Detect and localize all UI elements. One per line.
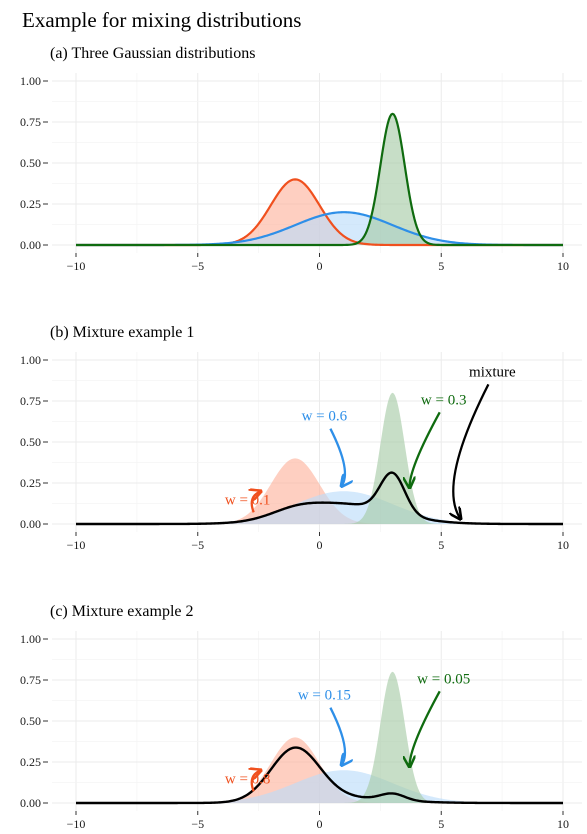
mixture-line (76, 471, 563, 526)
y-tick-label: 0.00 (20, 517, 41, 531)
annotation-arrow (410, 411, 441, 488)
panel-subtitle: (b) Mixture example 1 (50, 324, 194, 341)
y-tick-label: 0.00 (20, 796, 41, 810)
annotation-arrow (252, 770, 261, 792)
panel-2: (b) Mixture example 1 0.00 0.25 0.50 0.75 1.0… (20, 324, 582, 552)
annotation-label: w = 0.1 (225, 492, 271, 508)
y-tick-label: 0.50 (20, 156, 41, 170)
y-tick-label: 0.00 (20, 238, 41, 252)
figure-title: Example for mixing distributions (22, 8, 301, 32)
annotation-arrow (410, 690, 441, 767)
x-tick-label: 5 (438, 259, 444, 273)
annotation-label: mixture (469, 364, 516, 380)
grid (52, 73, 582, 253)
panel-1: (a) Three Gaussian distributions 0.00 0.25… (20, 45, 582, 273)
annotation-arrow (329, 428, 345, 487)
annotation-label: w = 0.15 (298, 688, 351, 704)
density-area-1 (76, 737, 563, 803)
panel-subtitle: (a) Three Gaussian distributions (50, 45, 255, 62)
x-tick-label: −10 (67, 538, 86, 552)
annotation-label: w = 0.6 (302, 409, 348, 425)
density-line-3 (76, 112, 563, 247)
y-tick-label: 0.25 (20, 755, 41, 769)
x-tick-label: −5 (191, 817, 204, 831)
density-area-1 (76, 179, 563, 245)
y-tick-label: 0.75 (20, 673, 41, 687)
mixture-line (76, 746, 563, 805)
y-tick-label: 1.00 (20, 74, 41, 88)
y-tick-label: 0.25 (20, 476, 41, 490)
x-tick-label: −5 (191, 538, 204, 552)
y-tick-label: 0.75 (20, 394, 41, 408)
annotation-arrow (252, 491, 261, 513)
x-tick-label: 0 (317, 538, 323, 552)
annotation-label: w = 0.05 (417, 671, 470, 687)
density-area-1 (76, 458, 563, 524)
y-tick-label: 0.25 (20, 197, 41, 211)
panel-subtitle: (c) Mixture example 2 (50, 603, 194, 620)
annotation-arrow (329, 707, 345, 766)
y-tick-label: 1.00 (20, 632, 41, 646)
x-tick-label: −5 (191, 259, 204, 273)
y-tick-label: 0.75 (20, 115, 41, 129)
density-area-2 (76, 770, 563, 803)
panel-3: (c) Mixture example 2 0.00 0.25 0.50 0.75 1.0… (20, 603, 582, 831)
x-tick-label: 10 (557, 538, 569, 552)
density-area-2 (76, 491, 563, 524)
annotation-label: w = 0.8 (225, 771, 271, 787)
x-tick-label: 0 (317, 817, 323, 831)
x-tick-label: 10 (557, 259, 569, 273)
annotation-arrow (453, 383, 490, 519)
x-tick-label: −10 (67, 259, 86, 273)
y-tick-label: 0.50 (20, 714, 41, 728)
x-tick-label: 5 (438, 538, 444, 552)
density-area-2 (76, 212, 563, 245)
x-tick-label: 10 (557, 817, 569, 831)
x-tick-label: 0 (317, 259, 323, 273)
annotation-label: w = 0.3 (421, 392, 467, 408)
x-tick-label: 5 (438, 817, 444, 831)
y-tick-label: 1.00 (20, 353, 41, 367)
y-tick-label: 0.50 (20, 435, 41, 449)
x-tick-label: −10 (67, 817, 86, 831)
